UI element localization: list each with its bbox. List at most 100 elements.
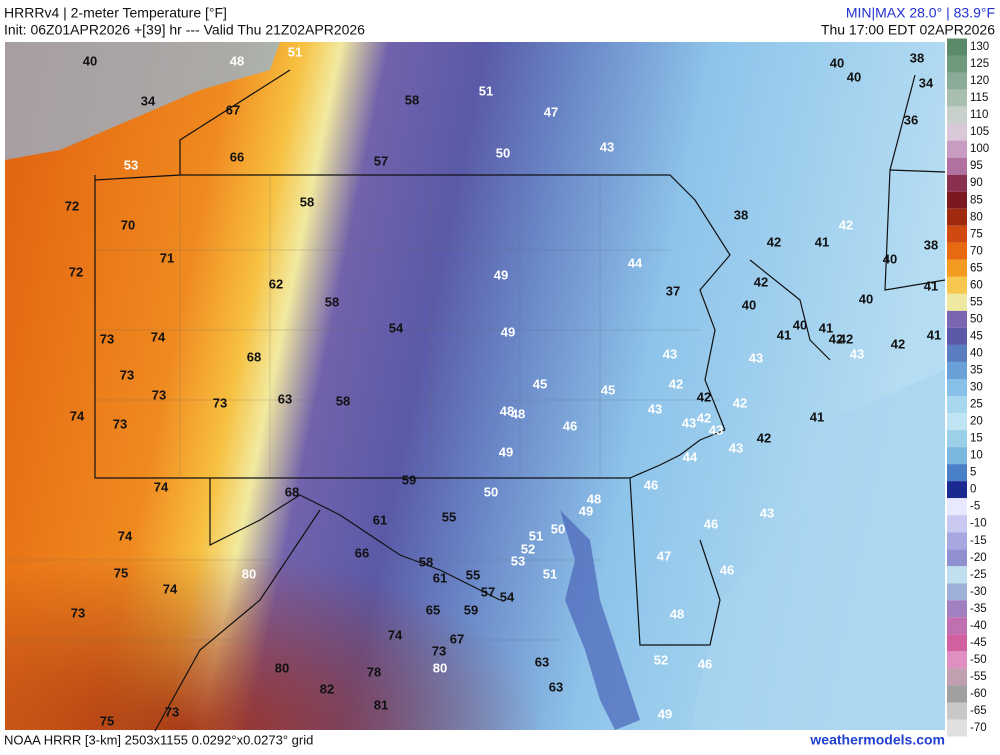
temperature-label: 55 [466, 567, 480, 582]
temperature-label: 67 [450, 631, 464, 646]
colorbar-swatch [947, 72, 967, 90]
temperature-label: 82 [320, 681, 334, 696]
temperature-label: 54 [389, 320, 404, 335]
temperature-label: 80 [275, 660, 289, 675]
temperature-label: 53 [124, 157, 138, 172]
temperature-label: 43 [709, 422, 723, 437]
temperature-label: 50 [484, 484, 498, 499]
temperature-label: 58 [336, 393, 350, 408]
colorbar-swatch [947, 583, 967, 601]
temperature-label: 44 [683, 449, 698, 464]
colorbar-swatch [947, 293, 967, 311]
temperature-label: 42 [839, 331, 853, 346]
colorbar-swatch [947, 310, 967, 328]
colorbar-tick-label: -65 [970, 705, 987, 717]
colorbar-swatch [947, 464, 967, 482]
temperature-label: 72 [65, 198, 79, 213]
temperature-label: 61 [433, 570, 447, 585]
state-borders [94, 69, 946, 741]
temperature-label: 51 [288, 44, 302, 59]
temperature-label: 65 [426, 602, 440, 617]
temperature-label: 41 [815, 234, 829, 249]
colorbar-tick-label: 45 [970, 330, 983, 342]
temperature-label: 42 [697, 389, 711, 404]
colorbar-swatch [947, 617, 967, 635]
colorbar-swatch [947, 481, 967, 499]
temperature-label: 75 [114, 565, 128, 580]
temperature-label: 42 [669, 376, 683, 391]
temperature-label: 40 [883, 251, 897, 266]
temperature-label: 41 [927, 327, 941, 342]
colorbar-tick-label: -40 [970, 620, 987, 632]
colorbar-tick-label: 20 [970, 416, 983, 428]
colorbar-swatch [947, 651, 967, 669]
temperature-label: 67 [226, 102, 240, 117]
colorbar-swatch [947, 702, 967, 720]
colorbar-tick-label: 105 [970, 126, 989, 138]
temperature-label: 63 [278, 391, 292, 406]
temperature-label: 38 [910, 50, 924, 65]
temperature-label: 73 [152, 387, 166, 402]
chesapeake-bay [560, 510, 640, 730]
temperature-label: 42 [767, 234, 781, 249]
colorbar-tick-label: 115 [970, 92, 988, 104]
temperature-label: 43 [850, 346, 864, 361]
temperature-label: 40 [83, 53, 97, 68]
temperature-label: 38 [924, 237, 938, 252]
temperature-label: 58 [300, 194, 314, 209]
warm-region [5, 430, 605, 730]
temperature-label: 48 [587, 491, 601, 506]
temperature-label: 40 [830, 55, 844, 70]
temperature-label: 66 [230, 149, 244, 164]
temperature-label: 74 [154, 479, 169, 494]
temperature-label: 42 [733, 395, 747, 410]
colorbar-swatch [947, 549, 967, 567]
colorbar-tick-label: 35 [970, 365, 983, 377]
temperature-label: 46 [563, 418, 577, 433]
temperature-label: 46 [698, 656, 712, 671]
temperature-label: 73 [165, 704, 179, 719]
temperature-label: 42 [697, 410, 711, 425]
temperature-label: 41 [924, 278, 938, 293]
temperature-label: 73 [71, 605, 85, 620]
colorbar-tick-label: -70 [970, 722, 987, 734]
temperature-label: 58 [405, 92, 419, 107]
temperature-label: 45 [533, 376, 547, 391]
temperature-label: 49 [499, 444, 513, 459]
colorbar-swatch [947, 157, 967, 175]
temperature-label: 43 [663, 346, 677, 361]
temperature-label: 80 [242, 566, 256, 581]
colorbar-tick-label: 15 [970, 433, 983, 445]
grid-info: NOAA HRRR [3-km] 2503x1155 0.0292°x0.027… [4, 732, 313, 747]
colorbar-tick-label: 40 [970, 347, 983, 359]
temperature-label: 50 [496, 145, 510, 160]
temperature-label: 43 [682, 415, 696, 430]
colorbar-tick-label: 65 [970, 262, 983, 274]
temperature-label: 75 [100, 713, 114, 728]
colorbar-tick-label: -60 [970, 688, 987, 700]
colorbar-swatch [947, 600, 967, 618]
site: weathermodels.com [809, 732, 945, 748]
colorbar-tick-label: -30 [970, 586, 987, 598]
colorbar-swatch [947, 430, 967, 448]
temperature-label: 44 [628, 255, 643, 270]
colorbar-tick-label: -35 [970, 603, 987, 615]
temperature-label: 74 [163, 581, 178, 596]
temperature-label: 47 [544, 104, 558, 119]
temperature-label: 40 [847, 69, 861, 84]
temperature-label: 49 [501, 324, 515, 339]
temperature-label: 72 [69, 264, 83, 279]
temperature-label: 59 [402, 472, 416, 487]
colorbar-swatch [947, 685, 967, 703]
temperature-label: 42 [839, 217, 853, 232]
temperature-label: 68 [247, 349, 261, 364]
ocean [690, 370, 945, 730]
map [5, 42, 946, 741]
temperature-label: 40 [859, 291, 873, 306]
colorbar-tick-label: -5 [970, 501, 980, 513]
colorbar-tick-label: 90 [970, 177, 983, 189]
temperature-label: 78 [367, 664, 381, 679]
temperature-label: 43 [749, 350, 763, 365]
temperature-label: 48 [500, 403, 514, 418]
